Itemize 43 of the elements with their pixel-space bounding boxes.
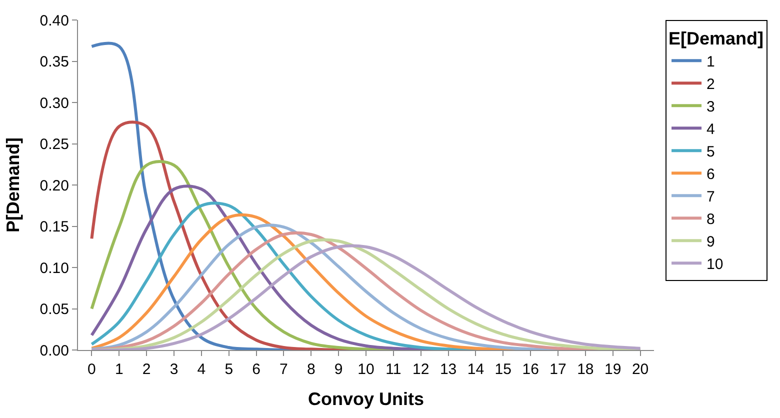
legend-label: 2 [706,76,715,93]
x-tick-label: 4 [197,361,206,378]
x-tick-label: 13 [440,361,457,378]
y-tick-label: 0.35 [40,54,69,70]
x-tick-label: 15 [494,361,512,378]
x-tick-label: 20 [632,361,649,378]
x-tick-label: 3 [170,361,178,378]
legend-label: 9 [706,234,715,250]
x-tick-label: 6 [252,361,260,378]
y-tick-label: 0.05 [40,301,69,318]
y-tick-label: 0.30 [40,94,69,112]
x-tick-label: 5 [224,361,234,378]
legend-label: 4 [706,121,715,138]
legend-label: 1 [706,54,715,70]
x-tick-label: 14 [467,361,484,378]
y-tick-label: 0.25 [40,136,69,153]
y-tick-label: 0.00 [40,342,69,360]
x-tick-label: 19 [604,361,622,378]
x-tick-label: 17 [550,361,566,378]
x-tick-label: 12 [412,361,430,378]
legend-label: 8 [706,211,715,228]
y-axis-title: P[Demand] [2,137,23,233]
x-tick-label: 1 [114,361,124,378]
x-tick-label: 9 [334,361,343,378]
y-tick-label: 0.40 [40,12,69,30]
y-tick-label: 0.10 [40,260,69,277]
legend-label: 10 [706,256,724,273]
y-tick-label: 0.15 [40,218,69,236]
x-tick-label: 8 [306,361,316,378]
legend-title: E[Demand] [668,28,764,48]
x-tick-label: 11 [386,361,402,378]
legend-label: 6 [706,166,715,183]
x-tick-label: 18 [577,361,594,378]
x-tick-label: 0 [88,361,96,378]
x-axis-title: Convoy Units [308,389,424,410]
legend-label: 7 [706,188,715,206]
y-tick-label: 0.20 [40,177,69,194]
x-tick-label: 7 [280,361,288,378]
x-tick-label: 10 [358,361,374,378]
x-tick-label: 2 [142,361,151,378]
legend-label: 3 [706,98,715,116]
legend-label: 5 [706,144,715,160]
x-tick-label: 16 [522,361,539,378]
